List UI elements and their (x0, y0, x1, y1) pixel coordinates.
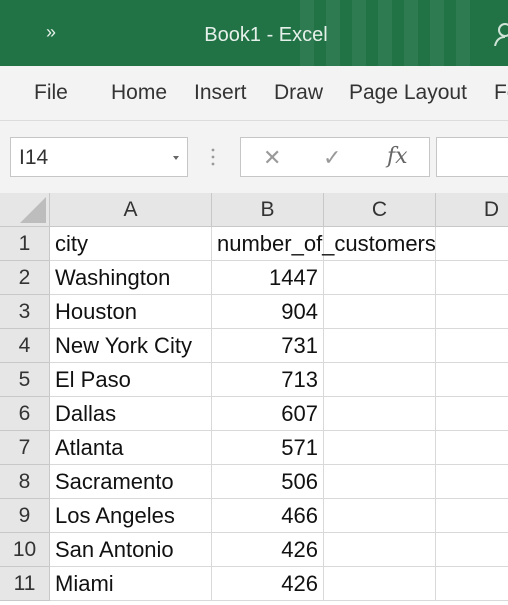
cell-d[interactable] (436, 465, 508, 499)
cell-a[interactable]: Atlanta (50, 431, 212, 465)
cell-c[interactable] (324, 499, 436, 533)
cell-a[interactable]: El Paso (50, 363, 212, 397)
cell-b[interactable]: 426 (212, 567, 324, 601)
tab-insert[interactable]: Insert (194, 81, 247, 104)
cell-c[interactable] (324, 227, 436, 261)
cell-a[interactable]: San Antonio (50, 533, 212, 567)
cell-d[interactable] (436, 261, 508, 295)
select-all-triangle-icon (20, 197, 46, 223)
cancel-icon[interactable]: ✕ (263, 145, 282, 170)
cell-d[interactable] (436, 363, 508, 397)
cell-d[interactable] (436, 499, 508, 533)
title-bar: ›› Book1 - Excel (0, 0, 508, 66)
cell-b[interactable]: 466 (212, 499, 324, 533)
cell-c[interactable] (324, 261, 436, 295)
column-header-c[interactable]: C (324, 193, 436, 227)
cell-b[interactable]: 426 (212, 533, 324, 567)
formula-bar-resize-handle-icon[interactable] (210, 147, 216, 167)
cell-d[interactable] (436, 567, 508, 601)
row-header[interactable]: 9 (0, 499, 50, 533)
cell-c[interactable] (324, 567, 436, 601)
cell-b[interactable]: 731 (212, 329, 324, 363)
cell-b[interactable]: 1447 (212, 261, 324, 295)
cell-a[interactable]: Washington (50, 261, 212, 295)
insert-function-icon[interactable]: fx (387, 144, 408, 169)
cell-c[interactable] (324, 431, 436, 465)
column-header-d[interactable]: D (436, 193, 508, 227)
tab-page-layout[interactable]: Page Layout (349, 81, 467, 104)
column-header-b[interactable]: B (212, 193, 324, 227)
tab-draw[interactable]: Draw (274, 81, 324, 104)
cell-d[interactable] (436, 295, 508, 329)
cell-c[interactable] (324, 533, 436, 567)
cell-a[interactable]: Sacramento (50, 465, 212, 499)
cell-c[interactable] (324, 397, 436, 431)
quick-access-overflow-icon[interactable]: ›› (46, 22, 56, 42)
tab-file[interactable]: File (34, 81, 68, 104)
cell-a[interactable]: city (50, 227, 212, 261)
cell-b[interactable]: 571 (212, 431, 324, 465)
column-header-a[interactable]: A (50, 193, 212, 227)
row-header[interactable]: 3 (0, 295, 50, 329)
cell-c[interactable] (324, 465, 436, 499)
formula-input[interactable] (436, 137, 508, 177)
cell-a[interactable]: Miami (50, 567, 212, 601)
cell-c[interactable] (324, 295, 436, 329)
row-header[interactable]: 2 (0, 261, 50, 295)
select-all-button[interactable] (0, 193, 50, 227)
ribbon-tabs: File Home Insert Draw Page Layout Fo (0, 66, 508, 121)
name-box[interactable]: I14 (10, 137, 188, 177)
title-bar-pattern (300, 0, 470, 66)
row-header[interactable]: 1 (0, 227, 50, 261)
cell-b[interactable]: 713 (212, 363, 324, 397)
cell-b[interactable]: 506 (212, 465, 324, 499)
cell-a[interactable]: New York City (50, 329, 212, 363)
cell-c[interactable] (324, 363, 436, 397)
cell-d[interactable] (436, 227, 508, 261)
tab-formulas[interactable]: Fo (494, 81, 508, 104)
account-person-icon[interactable] (494, 22, 508, 46)
name-box-value: I14 (19, 146, 49, 169)
row-header[interactable]: 4 (0, 329, 50, 363)
row-header[interactable]: 6 (0, 397, 50, 431)
worksheet-grid: A B C D 1 city number_of_customers 2 Washing… (0, 193, 508, 605)
tab-home[interactable]: Home (111, 81, 168, 104)
cell-d[interactable] (436, 533, 508, 567)
cell-a[interactable]: Los Angeles (50, 499, 212, 533)
cell-d[interactable] (436, 329, 508, 363)
cell-b[interactable]: 904 (212, 295, 324, 329)
cell-d[interactable] (436, 397, 508, 431)
cell-a[interactable]: Dallas (50, 397, 212, 431)
enter-check-icon[interactable]: ✓ (323, 145, 342, 170)
row-header[interactable]: 8 (0, 465, 50, 499)
window-title: Book1 - Excel (204, 24, 328, 46)
cell-b[interactable]: 607 (212, 397, 324, 431)
formula-bar: I14 ✕ ✓ fx (0, 121, 508, 193)
row-header[interactable]: 7 (0, 431, 50, 465)
name-box-dropdown-icon[interactable] (173, 156, 179, 160)
formula-buttons: ✕ ✓ fx (240, 137, 430, 177)
row-header[interactable]: 10 (0, 533, 50, 567)
cell-d[interactable] (436, 431, 508, 465)
cell-c[interactable] (324, 329, 436, 363)
cell-a[interactable]: Houston (50, 295, 212, 329)
row-header[interactable]: 5 (0, 363, 50, 397)
row-header[interactable]: 11 (0, 567, 50, 601)
cell-b[interactable]: number_of_customers (212, 227, 436, 261)
